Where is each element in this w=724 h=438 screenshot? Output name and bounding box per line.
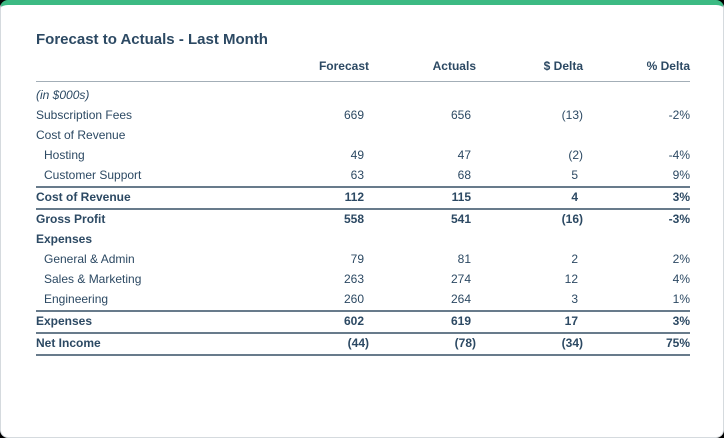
cell-label: Hosting bbox=[44, 148, 85, 162]
cell-dollar-delta bbox=[476, 230, 583, 250]
table-row-cost-of-revenue-header: Cost of Revenue bbox=[36, 126, 690, 146]
table-row-engineering: Engineering 260 264 3 1% bbox=[36, 290, 690, 311]
cell-actuals bbox=[369, 126, 476, 146]
column-header-pct-delta: % Delta bbox=[583, 60, 690, 82]
cell-forecast bbox=[262, 82, 369, 107]
cell-pct-delta: -3% bbox=[668, 212, 690, 226]
table-row-subscription-fees: Subscription Fees 669 656 (13) -2% bbox=[36, 106, 690, 126]
cell-pct-delta: 3% bbox=[583, 310, 690, 334]
cell-label: Gross Profit bbox=[36, 212, 106, 226]
cell-pct-delta: 3% bbox=[583, 186, 690, 210]
cell-forecast: 112 bbox=[262, 186, 369, 210]
cell-actuals: 619 bbox=[369, 310, 476, 334]
cell-label: Expenses bbox=[36, 310, 262, 334]
cell-label: Subscription Fees bbox=[36, 108, 133, 122]
cell-forecast: 260 bbox=[343, 292, 364, 306]
cell-dollar-delta bbox=[476, 126, 583, 146]
cell-label: Sales & Marketing bbox=[44, 272, 142, 286]
column-header-actuals: Actuals bbox=[369, 60, 476, 82]
table-row-expenses-total: Expenses 602 619 17 3% bbox=[36, 310, 690, 334]
table-row-customer-support: Customer Support 63 68 5 9% bbox=[36, 166, 690, 187]
cell-pct-delta: 2% bbox=[672, 252, 690, 266]
cell-label: Customer Support bbox=[44, 168, 142, 182]
report-title: Forecast to Actuals - Last Month bbox=[36, 31, 268, 48]
column-header-dollar-delta: $ Delta bbox=[476, 60, 583, 82]
cell-actuals: 656 bbox=[450, 108, 471, 122]
cell-dollar-delta: (2) bbox=[568, 148, 583, 162]
cell-forecast: 558 bbox=[343, 212, 364, 226]
cell-label: Expenses bbox=[36, 232, 93, 246]
cell-forecast: 79 bbox=[350, 252, 364, 266]
cell-pct-delta: 9% bbox=[672, 168, 690, 182]
table-row-cost-of-revenue-total: Cost of Revenue 112 115 4 3% bbox=[36, 186, 690, 210]
cell-label: Net Income bbox=[36, 333, 262, 356]
column-header-label bbox=[36, 60, 262, 82]
cell-label: (in $000s) bbox=[36, 88, 90, 102]
cell-forecast: 669 bbox=[343, 108, 364, 122]
cell-pct-delta bbox=[583, 230, 690, 250]
table-row-expenses-header: Expenses bbox=[36, 230, 690, 250]
cell-actuals: (78) bbox=[369, 333, 476, 356]
cell-dollar-delta: (34) bbox=[476, 333, 583, 356]
cell-forecast: 49 bbox=[350, 148, 364, 162]
cell-label: Engineering bbox=[44, 292, 109, 306]
table-row-gross-profit: Gross Profit 558 541 (16) -3% bbox=[36, 209, 690, 230]
cell-actuals: 68 bbox=[457, 168, 471, 182]
cell-forecast bbox=[262, 230, 369, 250]
cell-pct-delta: 4% bbox=[672, 272, 690, 286]
cell-forecast: (44) bbox=[262, 333, 369, 356]
cell-dollar-delta: 17 bbox=[476, 310, 583, 334]
cell-forecast bbox=[262, 126, 369, 146]
table-row-general-admin: General & Admin 79 81 2 2% bbox=[36, 250, 690, 270]
cell-actuals bbox=[369, 230, 476, 250]
cell-label: General & Admin bbox=[44, 252, 135, 266]
cell-forecast: 602 bbox=[262, 310, 369, 334]
cell-dollar-delta: 2 bbox=[571, 252, 578, 266]
cell-actuals: 47 bbox=[457, 148, 471, 162]
forecast-actuals-table: Forecast Actuals $ Delta % Delta (in $00… bbox=[36, 60, 690, 356]
cell-pct-delta: 75% bbox=[583, 333, 690, 356]
cell-label: Cost of Revenue bbox=[36, 128, 126, 142]
column-header-forecast: Forecast bbox=[262, 60, 369, 82]
table-row-hosting: Hosting 49 47 (2) -4% bbox=[36, 146, 690, 166]
cell-actuals: 115 bbox=[369, 186, 476, 210]
cell-pct-delta: 1% bbox=[672, 292, 690, 306]
cell-dollar-delta: (13) bbox=[561, 108, 583, 122]
cell-actuals: 541 bbox=[450, 212, 471, 226]
cell-actuals bbox=[369, 82, 476, 107]
cell-pct-delta bbox=[583, 82, 690, 107]
cell-dollar-delta: 5 bbox=[571, 168, 578, 182]
cell-actuals: 274 bbox=[450, 272, 471, 286]
table-row-units-note: (in $000s) bbox=[36, 82, 690, 107]
cell-dollar-delta: (16) bbox=[561, 212, 583, 226]
cell-label: Cost of Revenue bbox=[36, 186, 262, 210]
table-row-net-income: Net Income (44) (78) (34) 75% bbox=[36, 333, 690, 356]
cell-pct-delta: -2% bbox=[668, 108, 690, 122]
cell-pct-delta: -4% bbox=[668, 148, 690, 162]
table-row-sales-marketing: Sales & Marketing 263 274 12 4% bbox=[36, 270, 690, 290]
table-header-row: Forecast Actuals $ Delta % Delta bbox=[36, 60, 690, 82]
cell-actuals: 264 bbox=[450, 292, 471, 306]
cell-actuals: 81 bbox=[457, 252, 471, 266]
cell-dollar-delta: 12 bbox=[564, 272, 578, 286]
cell-pct-delta bbox=[583, 126, 690, 146]
cell-forecast: 63 bbox=[350, 168, 364, 182]
cell-dollar-delta: 4 bbox=[476, 186, 583, 210]
cell-dollar-delta bbox=[476, 82, 583, 107]
cell-dollar-delta: 3 bbox=[571, 292, 578, 306]
cell-forecast: 263 bbox=[343, 272, 364, 286]
